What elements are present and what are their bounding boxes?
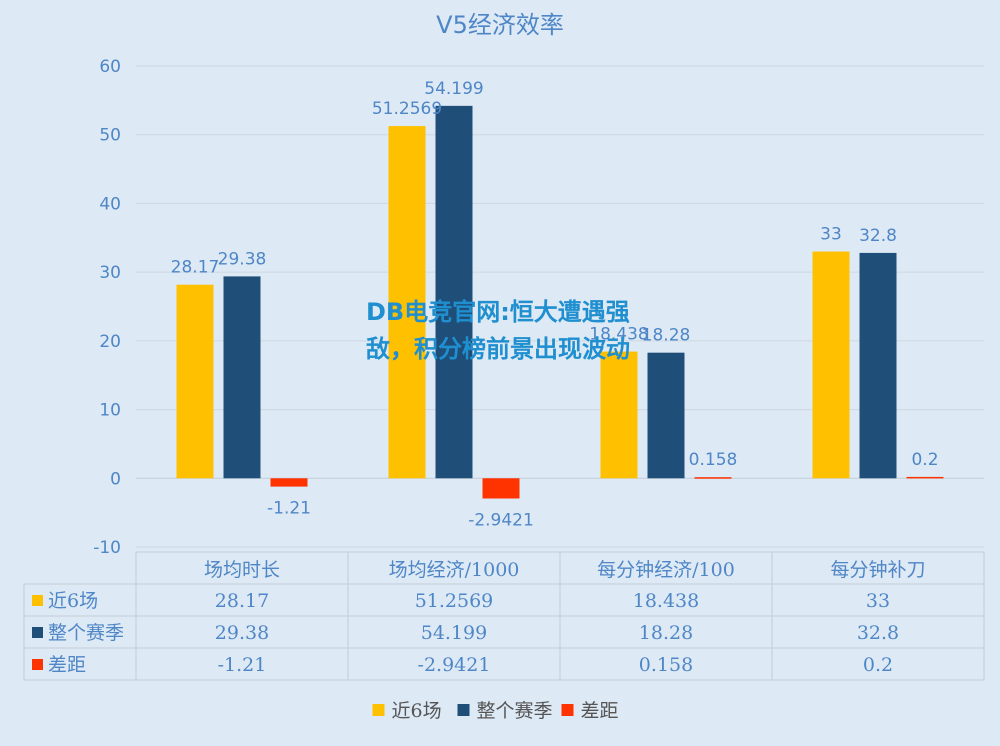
- y-tick-label: 50: [99, 126, 121, 146]
- y-tick-label: 10: [99, 401, 121, 421]
- y-axis: -10 0 10 20 30 40 50 60: [93, 57, 121, 558]
- data-label: -2.9421: [468, 511, 534, 531]
- bar: [482, 478, 520, 499]
- table-cell: 18.28: [639, 622, 693, 644]
- table-cell: 0.2: [863, 654, 893, 676]
- table-row-label: 差距: [48, 654, 86, 676]
- legend-label: 近6场: [392, 700, 442, 722]
- y-tick-label: 30: [99, 263, 121, 283]
- table-header-cell: 场均经济/1000: [389, 559, 520, 581]
- table-cell: 51.2569: [415, 590, 494, 612]
- data-label: 29.38: [218, 249, 267, 269]
- y-tick-label: 40: [99, 194, 121, 214]
- table-header-cell: 每分钟经济/100: [597, 559, 735, 581]
- table-header-cell: 场均时长: [204, 559, 280, 581]
- legend-key: [457, 704, 470, 716]
- y-tick-label: -10: [93, 538, 121, 558]
- y-tick-label: 0: [110, 469, 121, 489]
- table-row-label: 整个赛季: [48, 622, 124, 644]
- data-label: 32.8: [859, 226, 897, 246]
- legend-label: 整个赛季: [477, 700, 553, 722]
- bars: [176, 105, 944, 499]
- data-label: 51.2569: [372, 99, 442, 119]
- data-label: 54.199: [424, 79, 483, 99]
- table-legend-key: [32, 659, 43, 670]
- table-header-cell: 每分钟补刀: [830, 559, 925, 581]
- bar: [694, 477, 732, 479]
- legend: 近6场 整个赛季 差距: [372, 700, 619, 722]
- table-cell: 29.38: [215, 622, 269, 644]
- table-legend-key: [32, 595, 43, 606]
- bar: [435, 105, 473, 479]
- table-cell: 28.17: [215, 590, 269, 612]
- data-label: 18.28: [642, 326, 691, 346]
- table-cell: 33: [866, 590, 890, 612]
- bar: [176, 284, 214, 479]
- y-tick-label: 20: [99, 332, 121, 352]
- data-label: 0.2: [911, 450, 938, 470]
- data-label: 28.17: [171, 258, 220, 278]
- data-label: 33: [820, 225, 842, 245]
- legend-key: [561, 704, 574, 716]
- bar: [812, 251, 850, 479]
- table-cell: -1.21: [218, 654, 267, 676]
- bar: [270, 478, 308, 487]
- table-row-label: 近6场: [48, 590, 98, 612]
- data-label: 18.438: [589, 325, 648, 345]
- table-cell: 54.199: [421, 622, 487, 644]
- bar: [388, 126, 426, 479]
- y-tick-label: 60: [99, 57, 121, 77]
- table-legend-key: [32, 627, 43, 638]
- bar: [647, 352, 685, 479]
- watermark-headline: DB电竞官网:恒大遭遇强敌，积分榜前景出现波动: [366, 298, 630, 363]
- legend-key: [372, 704, 385, 716]
- legend-label: 差距: [581, 700, 619, 722]
- table-cell: 0.158: [639, 654, 693, 676]
- table-cell: 32.8: [857, 622, 899, 644]
- chart-title: V5经济效率: [436, 11, 564, 39]
- table-cell: -2.9421: [418, 654, 491, 676]
- bar: [223, 276, 261, 479]
- data-label: 0.158: [689, 450, 738, 470]
- bar: [859, 252, 897, 479]
- bar: [906, 476, 944, 479]
- table-cell: 18.438: [633, 590, 699, 612]
- bar: [600, 351, 638, 479]
- data-label: -1.21: [267, 499, 311, 519]
